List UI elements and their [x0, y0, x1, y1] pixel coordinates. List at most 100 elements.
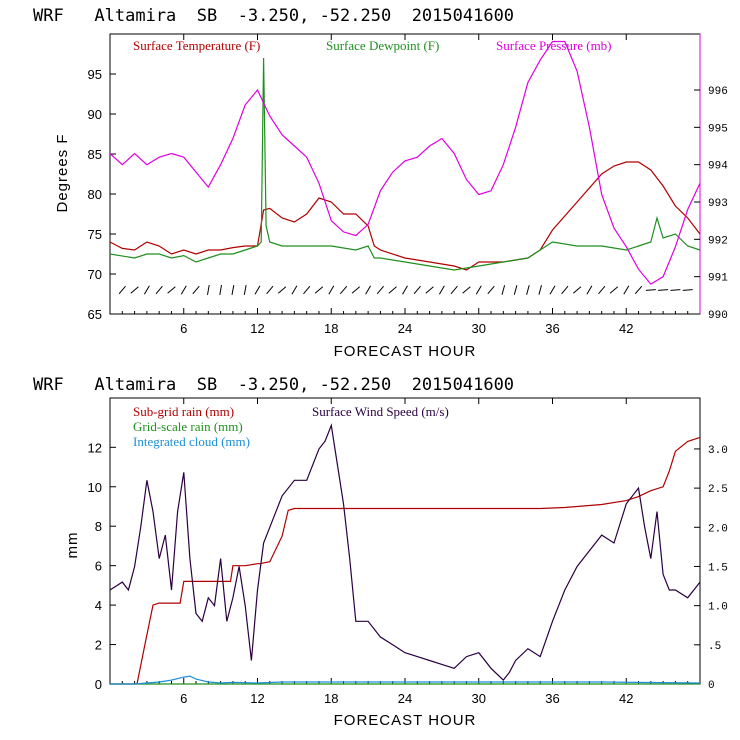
integrated-cloud-line [110, 675, 701, 685]
legend-integrated-cloud: Integrated cloud (mm) [133, 434, 250, 449]
wind-barb [586, 285, 593, 295]
bottom-x-ticks: 6 12 18 24 30 36 42 [121, 398, 689, 706]
surface-pressure-line [109, 40, 701, 285]
y-tick-label: 12 [88, 440, 102, 455]
x-tick-label: 12 [250, 321, 264, 336]
top-x-axis-label: FORECAST HOUR [334, 343, 477, 360]
y-tick-label: 65 [88, 307, 102, 322]
legend-surface-temperature: Surface Temperature (F) [133, 38, 260, 53]
sub-grid-rain-line [110, 436, 701, 685]
wind-barb [501, 285, 506, 295]
wind-barb [413, 285, 421, 295]
wind-barb [243, 285, 247, 295]
precip-panel: WRF Altamira SB -3.250, -52.250 20150416… [33, 375, 728, 729]
wind-barb [487, 285, 495, 295]
y2-tick-label: 994 [708, 161, 728, 173]
top-panel-title: WRF Altamira SB -3.250, -52.250 20150416… [33, 6, 514, 26]
y-tick-label: 70 [88, 267, 102, 282]
x-tick-label: 36 [545, 691, 559, 706]
wind-barb [645, 289, 656, 291]
y2-tick-label: .5 [708, 641, 721, 653]
wind-barb [598, 285, 606, 295]
wind-barb [219, 285, 222, 295]
y2-tick-label: 991 [708, 273, 728, 285]
wind-barb [277, 286, 287, 294]
wind-barb [339, 285, 348, 295]
legend-surface-dewpoint: Surface Dewpoint (F) [326, 38, 439, 53]
wind-barb [231, 285, 235, 295]
top-y-axis-label: Degrees F [54, 133, 71, 212]
top-y-ticks: 65 70 75 80 85 90 95 [88, 67, 116, 322]
bottom-y-ticks: 0 2 4 6 8 10 12 [88, 440, 116, 692]
wind-barb [623, 285, 630, 295]
bottom-panel-title: WRF Altamira SB -3.250, -52.250 20150416… [33, 375, 514, 395]
wind-barb [303, 285, 311, 295]
wind-barb [402, 285, 408, 295]
y-tick-label: 4 [95, 598, 102, 613]
top-x-ticks: 6 12 18 24 30 36 42 [121, 34, 689, 336]
wind-barb [462, 286, 471, 294]
y-tick-label: 75 [88, 227, 102, 242]
wind-barb [254, 285, 261, 295]
y2-tick-label: 1.5 [708, 562, 728, 574]
wind-barb [167, 286, 176, 294]
wind-barb [351, 286, 361, 294]
y-tick-label: 6 [95, 559, 102, 574]
wind-barb [388, 286, 397, 294]
wind-barb [438, 285, 445, 295]
wind-barb [538, 285, 542, 295]
y-tick-label: 10 [88, 480, 102, 495]
wind-barb [658, 289, 669, 291]
surface-temperature-line [109, 161, 701, 271]
y-tick-label: 80 [88, 187, 102, 202]
legend-surface-wind-speed: Surface Wind Speed (m/s) [312, 404, 449, 419]
y-tick-label: 8 [95, 519, 102, 534]
surface-dewpoint-line [109, 57, 701, 271]
x-tick-label: 6 [180, 691, 187, 706]
wind-barb [425, 286, 434, 294]
wind-barb [526, 285, 530, 295]
wind-barb [450, 285, 458, 295]
y2-tick-label: 995 [708, 123, 728, 135]
y-tick-label: 2 [95, 638, 102, 653]
wind-barb [365, 285, 372, 295]
surface-wind-speed-line [109, 423, 701, 681]
wind-barb [634, 285, 643, 295]
x-tick-label: 24 [398, 321, 412, 336]
y2-tick-label: 993 [708, 198, 728, 210]
y2-tick-label: 990 [708, 310, 728, 322]
wind-barb [670, 289, 681, 291]
temperature-panel: WRF Altamira SB -3.250, -52.250 20150416… [33, 6, 728, 360]
x-tick-label: 18 [324, 321, 338, 336]
y2-tick-label: 1.0 [708, 602, 728, 614]
y-tick-label: 90 [88, 107, 102, 122]
wind-barb [328, 285, 335, 295]
wind-barb [682, 289, 693, 291]
wind-barb [130, 286, 139, 294]
x-tick-label: 30 [472, 691, 486, 706]
y2-tick-label: 996 [708, 86, 728, 98]
y2-tick-label: 0 [708, 680, 715, 692]
bottom-x-axis-label: FORECAST HOUR [334, 712, 477, 729]
y2-tick-label: 992 [708, 235, 728, 247]
wind-barb [192, 285, 200, 295]
wind-barb [143, 285, 150, 295]
x-tick-label: 24 [398, 691, 412, 706]
y-tick-label: 0 [95, 677, 102, 692]
wind-barb [118, 285, 126, 295]
wind-barb [314, 286, 324, 294]
wind-barb [266, 285, 274, 295]
x-tick-label: 12 [250, 691, 264, 706]
legend-subgrid-rain: Sub-grid rain (mm) [133, 404, 234, 419]
top-y2-ticks: 990 991 992 993 994 995 996 [694, 86, 728, 322]
wind-barb [475, 285, 482, 295]
wind-barb [155, 285, 163, 295]
legend-surface-pressure: Surface Pressure (mb) [496, 38, 612, 53]
bottom-series-group [109, 423, 701, 685]
y2-tick-label: 2.0 [708, 523, 728, 535]
x-tick-label: 30 [472, 321, 486, 336]
bottom-y2-ticks: 0 .5 1.0 1.5 2.0 2.5 3.0 [694, 445, 728, 692]
top-series-group [109, 40, 701, 285]
y2-tick-label: 2.5 [708, 484, 728, 496]
legend-gridscale-rain: Grid-scale rain (mm) [133, 419, 243, 434]
